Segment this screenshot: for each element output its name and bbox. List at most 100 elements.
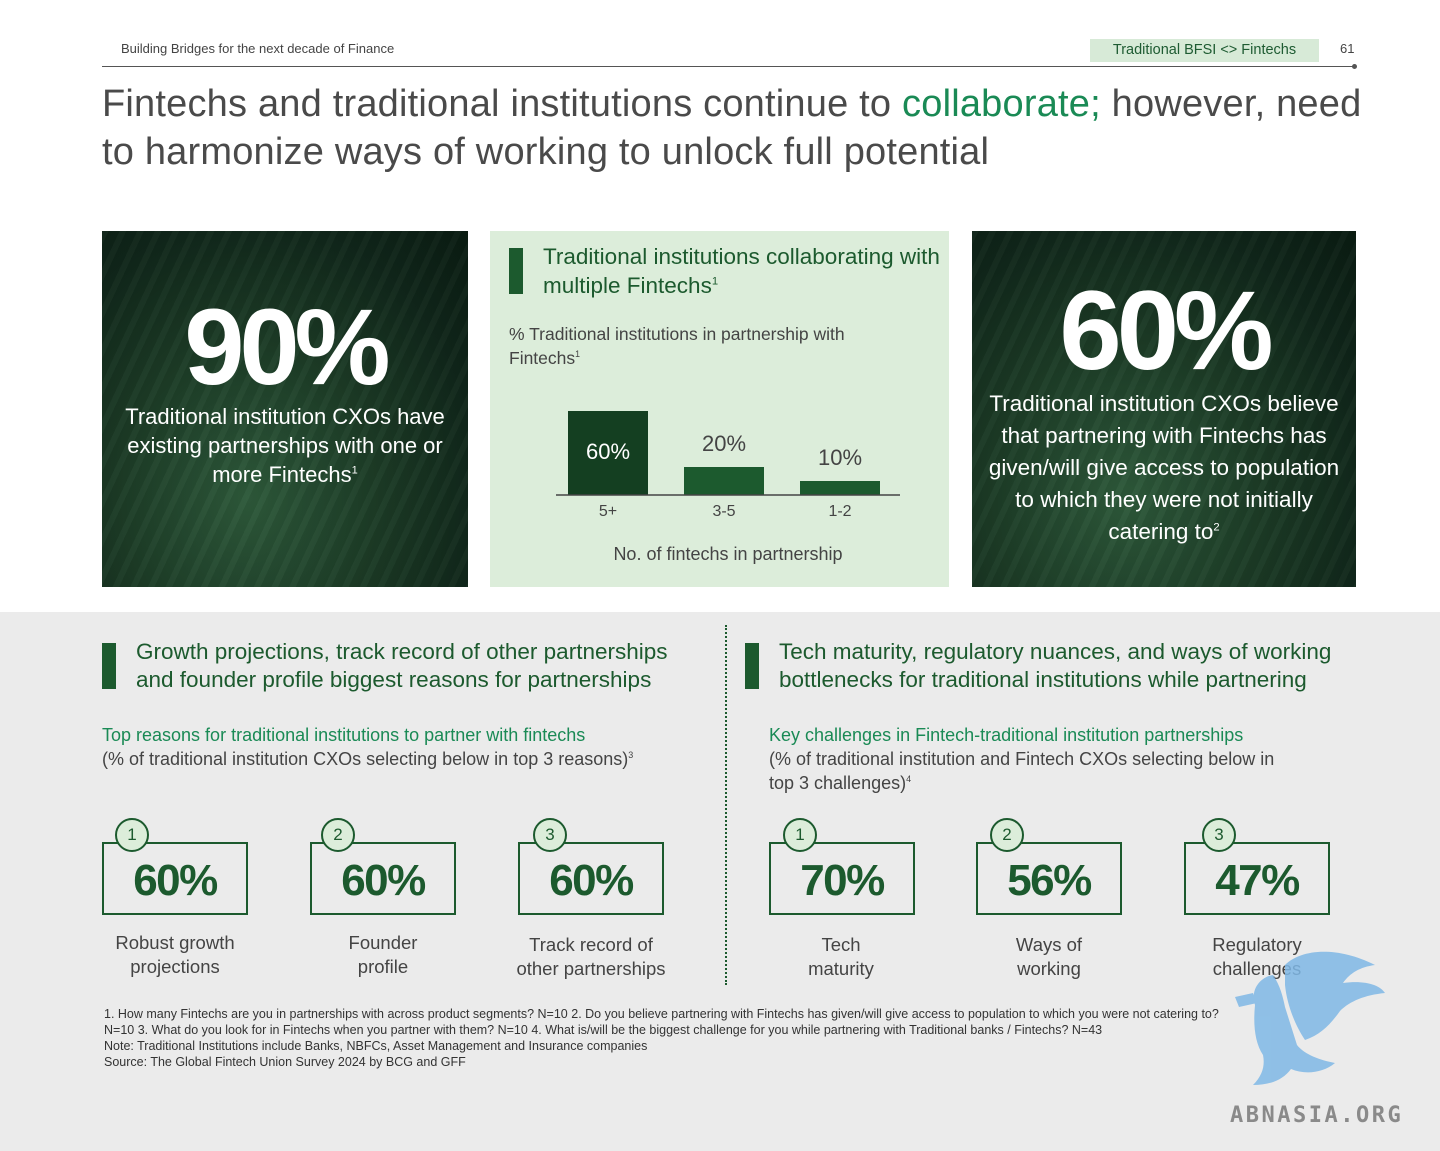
headline-part2: however, need to harmonize ways of worki…	[102, 83, 1362, 173]
challenges-subtitle-note-line2-text: top 3 challenges)	[769, 773, 907, 793]
column-divider	[725, 625, 727, 985]
rank-badge: 3	[533, 818, 567, 852]
footnote-ref: 1	[351, 464, 358, 477]
kpi-label-line1: Ways of	[1015, 934, 1083, 955]
rank-badge: 2	[990, 818, 1024, 852]
footnote-line: N=10 3. What do you look for in Fintechs…	[104, 1023, 1103, 1037]
kpi-label-line1: Robust growth	[115, 932, 235, 953]
griffin-logo-icon	[1235, 951, 1385, 1085]
bar	[568, 411, 648, 495]
chart-card-subtitle-text: % Traditional institutions in partnershi…	[509, 324, 845, 368]
footnote-ref: 1	[711, 275, 719, 288]
kpi-box: 60%	[310, 842, 456, 915]
kpi-label: Track record of other partnerships	[501, 933, 681, 981]
challenges-subtitle: Key challenges in Fintech-traditional in…	[769, 725, 1244, 745]
document-title: Building Bridges for the next decade of …	[121, 41, 395, 56]
watermark-text: ABNASIA.ORG	[1230, 1103, 1404, 1128]
chart-card-subtitle: % Traditional institutions in partnershi…	[509, 322, 909, 370]
chart-card-title-text: Traditional institutions collaborating w…	[543, 244, 940, 298]
kpi-label-line1: Regulatory	[1212, 934, 1302, 955]
rank-badge: 1	[115, 818, 149, 852]
chart-card-multiple-fintechs: Traditional institutions collaborating w…	[490, 231, 949, 587]
kpi-value: 60%	[341, 856, 426, 905]
footnotes: 1. How many Fintechs are you in partners…	[104, 1006, 1354, 1070]
rank-badge: 1	[783, 818, 817, 852]
challenges-section-title: Tech maturity, regulatory nuances, and w…	[779, 638, 1419, 694]
bar-value-label: 60%	[586, 439, 630, 464]
rank-badge: 2	[321, 818, 355, 852]
page-number: 61	[1340, 41, 1355, 56]
bar	[684, 467, 764, 495]
x-tick-label: 1-2	[828, 503, 851, 520]
stat-card-existing-partnerships: 90% Traditional institution CXOs have ex…	[102, 231, 468, 587]
kpi-value: 60%	[133, 856, 218, 905]
chart-card-title: Traditional institutions collaborating w…	[543, 242, 943, 300]
kpi-box: 70%	[769, 842, 915, 915]
challenges-subtitle-note-line2: top 3 challenges)4	[769, 771, 1389, 795]
reasons-subtitle-note-text: (% of traditional institution CXOs selec…	[102, 749, 629, 769]
challenges-subtitle-note-line1: (% of traditional institution and Fintec…	[769, 749, 1275, 769]
footnote-line: Note: Traditional Institutions include B…	[104, 1039, 648, 1053]
kpi-value: 47%	[1215, 856, 1300, 905]
kpi-label-line2: profile	[357, 956, 409, 977]
kpi-label: Founder profile	[293, 931, 473, 979]
reasons-title-line2: and founder profile biggest reasons for …	[136, 667, 652, 692]
bar	[800, 481, 880, 495]
kpi-label: Regulatory challenges	[1167, 933, 1347, 981]
footnote-line: 1. How many Fintechs are you in partners…	[104, 1007, 1219, 1021]
reasons-subtitle: Top reasons for traditional institutions…	[102, 725, 586, 745]
stat-value: 60%	[1059, 268, 1273, 393]
stat-description-text: Traditional institution CXOs have existi…	[125, 404, 445, 487]
footnote-ref: 4	[906, 774, 912, 784]
kpi-value: 70%	[800, 856, 885, 905]
bar-value-label: 20%	[702, 431, 746, 456]
kpi-label-line2: challenges	[1212, 958, 1302, 979]
footnote-line: Source: The Global Fintech Union Survey …	[104, 1055, 466, 1069]
challenges-subtitle-note: (% of traditional institution and Fintec…	[769, 747, 1389, 795]
reasons-section-title: Growth projections, track record of othe…	[136, 638, 726, 694]
stat-description-text: Traditional institution CXOs believe tha…	[988, 391, 1340, 544]
x-tick-label: 3-5	[712, 503, 735, 520]
kpi-box: 47%	[1184, 842, 1330, 915]
kpi-label-line2: working	[1017, 958, 1081, 979]
kpi-label-line2: other partnerships	[516, 958, 666, 979]
kpi-value: 56%	[1007, 856, 1092, 905]
stat-card-population-access: 60% Traditional institution CXOs believe…	[972, 231, 1356, 587]
header-rule	[102, 66, 1354, 67]
section-tag: Traditional BFSI <> Fintechs	[1090, 39, 1319, 62]
kpi-label-line1: Founder	[348, 932, 418, 953]
challenges-title-line2: bottlenecks for traditional institutions…	[779, 667, 1307, 692]
bar-value-label: 10%	[818, 445, 862, 470]
footnote-ref: 3	[628, 750, 634, 760]
kpi-label: Tech maturity	[751, 933, 931, 981]
kpi-box: 56%	[976, 842, 1122, 915]
stat-description: Traditional institution CXOs believe tha…	[978, 388, 1350, 548]
rank-badge: 3	[1202, 818, 1236, 852]
reasons-subtitle-note: (% of traditional institution CXOs selec…	[102, 747, 712, 771]
header-rule-dot	[1352, 64, 1357, 69]
section-accent-bar	[509, 248, 523, 294]
stat-value: 90%	[184, 286, 390, 407]
kpi-label-line1: Track record of	[529, 934, 653, 955]
section-accent-bar	[745, 643, 759, 689]
kpi-label: Ways of working	[959, 933, 1139, 981]
kpi-label: Robust growth projections	[85, 931, 265, 979]
x-tick-label: 5+	[599, 503, 617, 520]
challenges-title-line1: Tech maturity, regulatory nuances, and w…	[779, 639, 1332, 664]
headline-accent: collaborate;	[902, 83, 1101, 125]
x-axis-label: No. of fintechs in partnership	[613, 544, 842, 564]
footnote-ref: 2	[1213, 521, 1220, 534]
reasons-title-line1: Growth projections, track record of othe…	[136, 639, 668, 664]
headline-part1: Fintechs and traditional institutions co…	[102, 83, 903, 125]
section-accent-bar	[102, 643, 116, 689]
page-headline: Fintechs and traditional institutions co…	[102, 80, 1362, 176]
kpi-value: 60%	[549, 856, 634, 905]
kpi-box: 60%	[518, 842, 664, 915]
footnote-ref: 1	[575, 349, 581, 360]
kpi-label-line2: maturity	[808, 958, 874, 979]
kpi-label-line2: projections	[130, 956, 220, 977]
kpi-label-line1: Tech	[821, 934, 861, 955]
stat-description: Traditional institution CXOs have existi…	[122, 402, 448, 489]
bar-chart: 60% 5+ 20% 3-5 10% 1-2 No. of fintechs in part…	[556, 411, 900, 564]
kpi-box: 60%	[102, 842, 248, 915]
